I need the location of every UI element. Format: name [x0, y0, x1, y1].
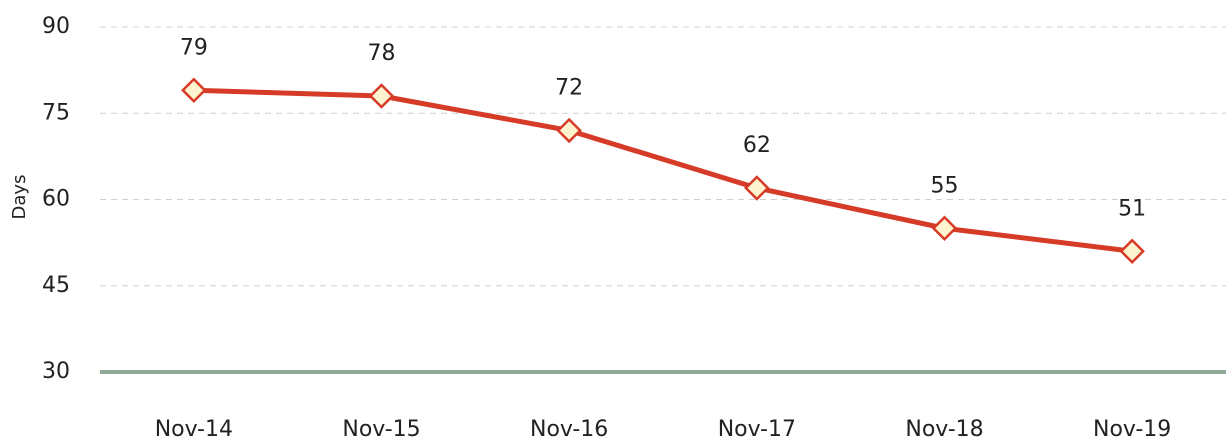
- x-tick-label: Nov-18: [905, 417, 983, 442]
- x-tick-label: Nov-15: [342, 417, 420, 442]
- data-marker: [931, 215, 958, 242]
- series-line: [193, 87, 1133, 254]
- data-label: 72: [555, 76, 583, 101]
- data-label: 79: [180, 35, 208, 60]
- y-tick-label: 75: [42, 100, 70, 125]
- data-marker: [744, 175, 770, 201]
- data-marker: [1119, 238, 1145, 265]
- y-tick-label: 45: [42, 273, 70, 298]
- data-label: 55: [931, 173, 959, 198]
- x-tick-label: Nov-17: [718, 417, 796, 442]
- y-tick-label: 60: [42, 187, 70, 212]
- y-tick-label: 90: [42, 14, 70, 39]
- data-marker: [181, 77, 207, 104]
- data-marker: [556, 117, 582, 144]
- data-label: 78: [368, 41, 396, 66]
- y-tick-label: 30: [42, 359, 70, 384]
- x-tick-label: Nov-14: [155, 417, 233, 442]
- x-tick-label: Nov-16: [530, 417, 608, 442]
- data-label: 62: [743, 133, 771, 158]
- x-tick-label: Nov-19: [1093, 417, 1171, 442]
- data-marker: [368, 83, 395, 109]
- data-label: 51: [1118, 196, 1146, 221]
- y-axis-label: Days: [9, 175, 30, 220]
